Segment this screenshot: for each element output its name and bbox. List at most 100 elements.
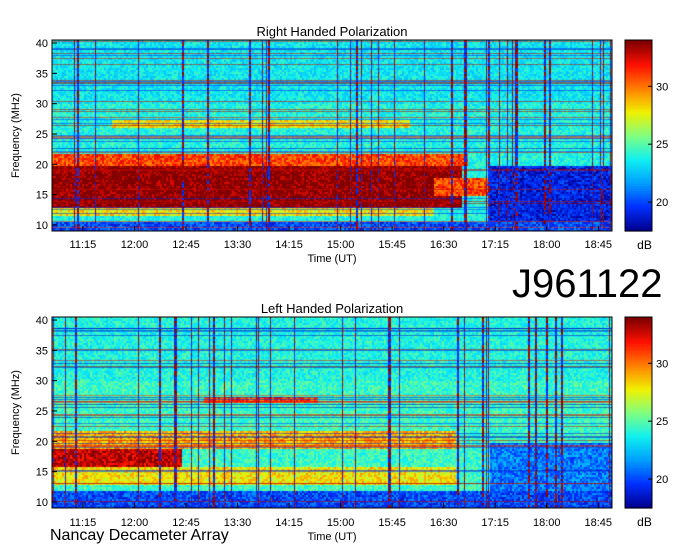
colorbar-segment: [625, 49, 652, 53]
colorbar-segment: [625, 326, 652, 330]
colorbar-segment: [625, 379, 652, 383]
y-tick-label: 20: [36, 159, 48, 171]
colorbar-segment: [625, 493, 652, 497]
colorbar-label: dB: [637, 238, 652, 252]
colorbar-segment: [625, 450, 652, 454]
colorbar-segment: [625, 209, 652, 213]
colorbar-segment: [625, 185, 652, 189]
colorbar-segment: [625, 221, 652, 225]
colorbar-segment: [625, 204, 652, 208]
colorbar-segment: [625, 336, 652, 340]
colorbar-segment: [625, 214, 652, 218]
colorbar-segment: [625, 161, 652, 165]
colorbar-segment: [625, 498, 652, 502]
colorbar-segment: [625, 376, 652, 380]
colorbar-segment: [625, 505, 652, 509]
colorbar-segment: [625, 116, 652, 120]
colorbar-segment: [625, 474, 652, 478]
colorbar-segment: [625, 388, 652, 392]
colorbar-segment: [625, 472, 652, 476]
y-tick-label: 20: [36, 436, 48, 448]
y-tick-label: 10: [36, 220, 48, 232]
colorbar-segment: [625, 422, 652, 426]
plot-frame: [51, 39, 613, 232]
x-tick-label: 11:15: [70, 239, 97, 251]
colorbar-segment: [625, 156, 652, 160]
colorbar-segment: [625, 176, 652, 180]
colorbar-segment: [625, 441, 652, 445]
colorbar-segment: [625, 414, 652, 418]
heatmap-image: [52, 317, 612, 508]
left-polarization-panel: Left Handed Polarization 10 15 20 25 30 35 40 Fr…: [10, 301, 668, 543]
y-tick-label: 10: [36, 497, 48, 509]
x-tick-label: 15:00: [327, 239, 355, 251]
colorbar-segment: [625, 99, 652, 103]
colorbar-segment: [625, 54, 652, 58]
colorbar-segment: [625, 121, 652, 125]
x-axis-label: Time (UT): [307, 531, 356, 543]
colorbar-segment: [625, 90, 652, 94]
colorbar-segment: [625, 402, 652, 406]
colorbar-segment: [625, 168, 652, 172]
x-tick-label: 11:15: [70, 517, 97, 529]
colorbar-segment: [625, 106, 652, 110]
colorbar-tick-label: 25: [656, 139, 668, 151]
x-tick-label: 16:30: [430, 239, 458, 251]
colorbar-segment: [625, 188, 652, 192]
colorbar-segment: [625, 433, 652, 437]
colorbar-segment: [625, 147, 652, 151]
colorbar-segment: [625, 137, 652, 141]
colorbar-segment: [625, 481, 652, 485]
x-tick-label: 12:00: [121, 239, 149, 251]
colorbar-segment: [625, 192, 652, 196]
colorbar-segment: [625, 82, 652, 86]
colorbar-segment: [625, 133, 652, 137]
colorbar-segment: [625, 469, 652, 473]
colorbar-segment: [625, 424, 652, 428]
colorbar-segment: [625, 383, 652, 387]
colorbar-segment: [625, 479, 652, 483]
colorbar-segment: [625, 457, 652, 461]
colorbar-segment: [625, 75, 652, 79]
colorbar-segment: [625, 195, 652, 199]
colorbar-segment: [625, 359, 652, 363]
colorbar-segment: [625, 431, 652, 435]
colorbar-segment: [625, 149, 652, 153]
right-polarization-panel: Right Handed Polarization 10 15 20 25 30 35 40 F…: [10, 24, 668, 265]
colorbar-segment: [625, 63, 652, 67]
colorbar-segment: [625, 338, 652, 342]
colorbar-frame: [624, 316, 653, 509]
colorbar-segment: [625, 486, 652, 490]
colorbar-segment: [625, 369, 652, 373]
y-tick-label: 15: [36, 190, 48, 202]
x-tick-label: 18:45: [584, 517, 612, 529]
colorbar-segment: [625, 386, 652, 390]
colorbar-segment: [625, 197, 652, 201]
colorbar-segment: [625, 319, 652, 323]
colorbar-segment: [625, 145, 652, 149]
x-tick-label: 12:45: [172, 517, 200, 529]
x-tick-label: 12:45: [172, 239, 200, 251]
y-axis-label: Frequency (MHz): [10, 370, 22, 455]
colorbar-segment: [625, 216, 652, 220]
colorbar-segment: [625, 159, 652, 163]
colorbar-segment: [625, 350, 652, 354]
colorbar-segment: [625, 180, 652, 184]
colorbar-segment: [625, 445, 652, 449]
colorbar-segment: [625, 142, 652, 146]
colorbar-segment: [625, 94, 652, 98]
colorbar-segment: [625, 104, 652, 108]
colorbar-tick-label: 30: [656, 81, 668, 93]
colorbar-segment: [625, 317, 652, 320]
heatmap-image: [52, 40, 612, 231]
colorbar-segment: [625, 503, 652, 507]
colorbar-segment: [625, 219, 652, 223]
colorbar-segment: [625, 500, 652, 504]
instrument-name: Nancay Decameter Array: [50, 527, 229, 544]
colorbar-segment: [625, 491, 652, 495]
colorbar-segment: [625, 462, 652, 466]
colorbar-segment: [625, 97, 652, 101]
colorbar-segment: [625, 152, 652, 156]
colorbar-segment: [625, 164, 652, 168]
